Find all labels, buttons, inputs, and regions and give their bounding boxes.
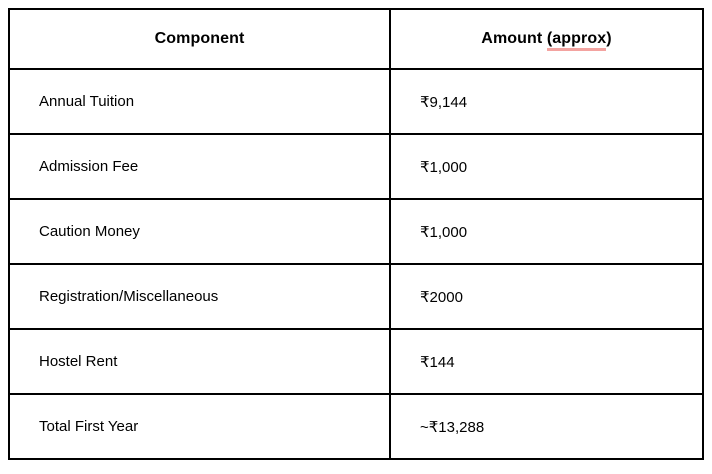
table-row: Total First Year ~₹13,288: [8, 393, 704, 460]
amount-cell: ₹1,000: [389, 133, 704, 200]
table-row: Caution Money ₹1,000: [8, 198, 704, 265]
amount-cell: ₹2000: [389, 263, 704, 330]
amount-cell: ~₹13,288: [389, 393, 704, 460]
component-cell: Admission Fee: [8, 133, 391, 200]
table-row: Admission Fee ₹1,000: [8, 133, 704, 200]
table-row: Hostel Rent ₹144: [8, 328, 704, 395]
header-amount: Amount (approx): [389, 8, 704, 70]
component-cell: Annual Tuition: [8, 68, 391, 135]
header-amount-prefix: Amount: [481, 30, 547, 47]
component-cell: Total First Year: [8, 393, 391, 460]
table-row: Registration/Miscellaneous ₹2000: [8, 263, 704, 330]
component-cell: Hostel Rent: [8, 328, 391, 395]
amount-cell: ₹9,144: [389, 68, 704, 135]
component-cell: Registration/Miscellaneous: [8, 263, 391, 330]
header-amount-spellcheck-underlined: (approx: [546, 30, 607, 51]
component-cell: Caution Money: [8, 198, 391, 265]
amount-cell: ₹144: [389, 328, 704, 395]
amount-cell: ₹1,000: [389, 198, 704, 265]
fees-table: Component Amount (approx) Annual Tuition…: [8, 8, 704, 460]
table-header-row: Component Amount (approx): [8, 8, 704, 70]
header-component: Component: [8, 8, 391, 70]
header-amount-suffix: ): [606, 30, 612, 47]
table-row: Annual Tuition ₹9,144: [8, 68, 704, 135]
